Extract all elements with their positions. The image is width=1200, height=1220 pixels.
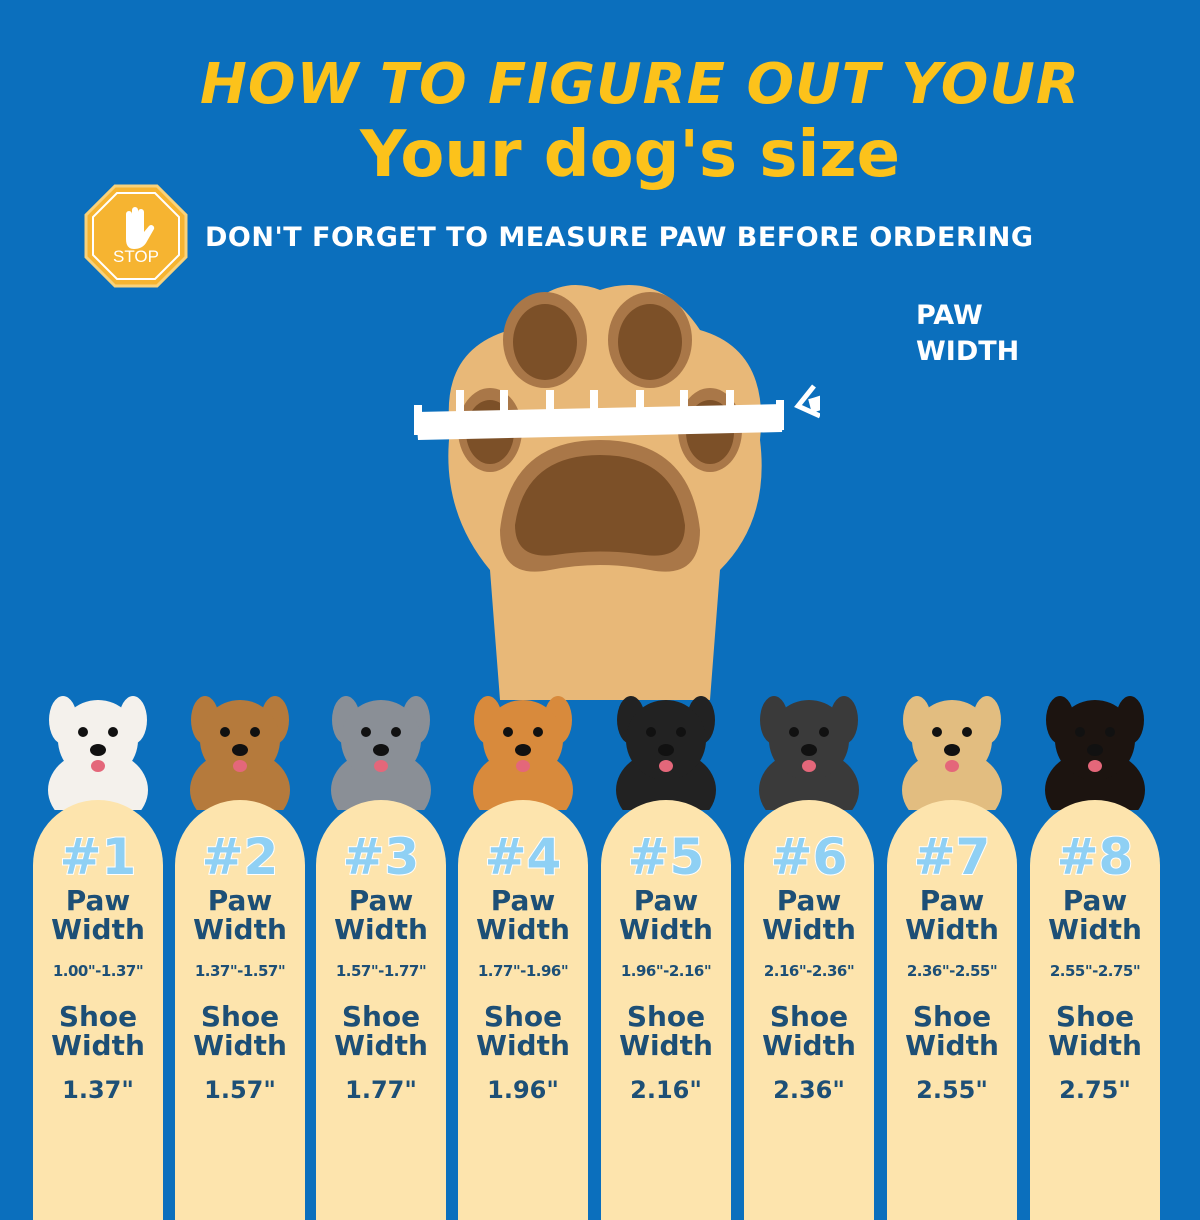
paw-range: 2.55"-2.75" xyxy=(1049,962,1141,980)
title-line-1: HOW TO FIGURE OUT YOUR xyxy=(200,52,1080,117)
shoe-label: Shoe xyxy=(1055,1000,1135,1033)
paw-width-label: Width xyxy=(762,913,856,946)
size-number: #1 xyxy=(59,827,138,887)
paw-range: 1.37"-1.57" xyxy=(194,962,286,980)
shoe-width-label: Width xyxy=(334,1029,428,1062)
size-card-1: #1 Paw Width 1.00"-1.37" Shoe Width 1.37… xyxy=(33,800,163,1220)
size-card-2: #2 Paw Width 1.37"-1.57" Shoe Width 1.57… xyxy=(175,800,305,1220)
paw-label: Paw xyxy=(65,884,131,917)
size-card-4: #4 Paw Width 1.77"-1.96" Shoe Width 1.96… xyxy=(458,800,588,1220)
dog-photo-3 xyxy=(331,696,431,810)
title-line-2: Your dog's size xyxy=(359,118,901,192)
paw-label: Paw xyxy=(776,884,842,917)
shoe-width-label: Width xyxy=(905,1029,999,1062)
paw-width-label: Width xyxy=(1048,913,1142,946)
shoe-width-value: 1.57" xyxy=(204,1076,276,1104)
shoe-label: Shoe xyxy=(626,1000,706,1033)
shoe-width-value: 2.75" xyxy=(1059,1076,1131,1104)
shoe-width-label: Width xyxy=(619,1029,713,1062)
shoe-width-label: Width xyxy=(1048,1029,1142,1062)
size-card-8: #8 Paw Width 2.55"-2.75" Shoe Width 2.75… xyxy=(1030,800,1160,1220)
paw-width-label: Width xyxy=(905,913,999,946)
size-card-6: #6 Paw Width 2.16"-2.36" Shoe Width 2.36… xyxy=(744,800,874,1220)
paw-width-label: Width xyxy=(476,913,570,946)
dog-photo-5 xyxy=(616,696,716,810)
shoe-width-value: 1.77" xyxy=(345,1076,417,1104)
size-number: #5 xyxy=(627,827,706,887)
shoe-label: Shoe xyxy=(341,1000,421,1033)
size-number: #6 xyxy=(770,827,849,887)
shoe-label: Shoe xyxy=(912,1000,992,1033)
shoe-width-label: Width xyxy=(51,1029,145,1062)
shoe-label: Shoe xyxy=(58,1000,138,1033)
shoe-width-value: 1.37" xyxy=(62,1076,134,1104)
size-number: #3 xyxy=(342,827,421,887)
size-number: #4 xyxy=(484,827,563,887)
shoe-width-value: 1.96" xyxy=(487,1076,559,1104)
shoe-width-value: 2.16" xyxy=(630,1076,702,1104)
dog-photo-8 xyxy=(1045,696,1145,810)
shoe-width-value: 2.36" xyxy=(773,1076,845,1104)
paw-range: 1.00"-1.37" xyxy=(52,962,144,980)
size-number: #2 xyxy=(201,827,280,887)
paw-label: Paw xyxy=(348,884,414,917)
paw-label: Paw xyxy=(207,884,273,917)
stop-sign-icon: STOP xyxy=(84,184,188,288)
paw-label: Paw xyxy=(633,884,699,917)
svg-text:STOP: STOP xyxy=(113,247,159,266)
paw-label: Paw xyxy=(1062,884,1128,917)
paw-range: 2.16"-2.36" xyxy=(763,962,855,980)
size-number: #8 xyxy=(1056,827,1135,887)
shoe-width-label: Width xyxy=(476,1029,570,1062)
size-card-5: #5 Paw Width 1.96"-2.16" Shoe Width 2.16… xyxy=(601,800,731,1220)
dog-photo-7 xyxy=(902,696,1002,810)
paw-diagram-icon xyxy=(414,285,820,700)
shoe-label: Shoe xyxy=(769,1000,849,1033)
paw-label: Paw xyxy=(490,884,556,917)
shoe-width-value: 2.55" xyxy=(916,1076,988,1104)
paw-width-label: Width xyxy=(334,913,428,946)
measure-reminder: DON'T FORGET TO MEASURE PAW BEFORE ORDER… xyxy=(205,222,1034,253)
paw-range: 1.77"-1.96" xyxy=(477,962,569,980)
paw-width-label: Width xyxy=(51,913,145,946)
size-card-3: #3 Paw Width 1.57"-1.77" Shoe Width 1.77… xyxy=(316,800,446,1220)
size-number: #7 xyxy=(913,827,992,887)
dog-photo-1 xyxy=(48,696,148,810)
dog-photo-4 xyxy=(473,696,573,810)
paw-width-label: Width xyxy=(193,913,287,946)
paw-range: 1.96"-2.16" xyxy=(620,962,712,980)
dog-photo-2 xyxy=(190,696,290,810)
paw-range: 2.36"-2.55" xyxy=(906,962,998,980)
size-card-7: #7 Paw Width 2.36"-2.55" Shoe Width 2.55… xyxy=(887,800,1017,1220)
dog-photo-6 xyxy=(759,696,859,810)
paw-label: Paw xyxy=(919,884,985,917)
shoe-label: Shoe xyxy=(200,1000,280,1033)
paw-width-label: PAW WIDTH xyxy=(916,300,1020,367)
shoe-label: Shoe xyxy=(483,1000,563,1033)
paw-range: 1.57"-1.77" xyxy=(335,962,427,980)
shoe-width-label: Width xyxy=(762,1029,856,1062)
shoe-width-label: Width xyxy=(193,1029,287,1062)
paw-width-label: Width xyxy=(619,913,713,946)
